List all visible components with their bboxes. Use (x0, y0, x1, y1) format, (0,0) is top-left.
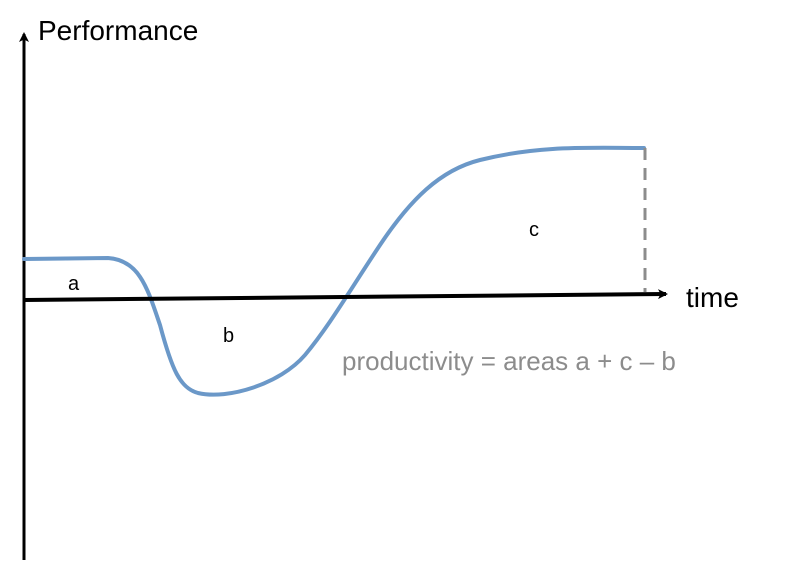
area-a-label: a (68, 273, 80, 295)
area-b-label: b (223, 325, 234, 347)
x-axis-label: time (686, 282, 739, 313)
performance-curve (22, 145, 646, 397)
area-c-label: c (529, 219, 539, 241)
productivity-formula: productivity = areas a + c – b (342, 346, 676, 376)
y-axis-label: Performance (38, 15, 198, 46)
x-axis (23, 289, 668, 302)
